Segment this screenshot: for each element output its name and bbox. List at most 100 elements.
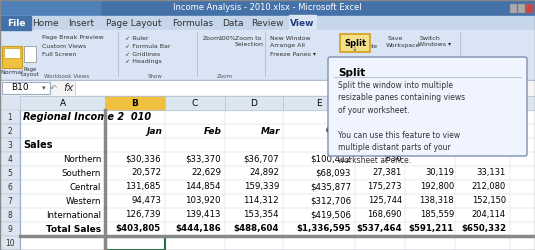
Text: Normal: Normal — [1, 70, 24, 74]
Bar — [4, 48, 20, 58]
Bar — [0, 96, 535, 110]
Text: $100,412: $100,412 — [310, 154, 351, 164]
Text: $30,336: $30,336 — [125, 154, 161, 164]
Bar — [0, 236, 20, 250]
Text: Qtr 1: Qtr 1 — [326, 126, 352, 136]
Bar — [0, 208, 20, 222]
Text: 152,150: 152,150 — [472, 196, 506, 205]
Text: 1: 1 — [7, 112, 12, 122]
Text: Window: Window — [379, 74, 401, 78]
Text: $444,186: $444,186 — [175, 224, 221, 234]
Text: $68,093: $68,093 — [316, 168, 351, 177]
Bar — [0, 194, 20, 208]
Text: Formulas: Formulas — [172, 18, 213, 28]
Text: Southern: Southern — [62, 168, 101, 177]
Text: $33,370: $33,370 — [185, 154, 221, 164]
FancyBboxPatch shape — [328, 57, 527, 156]
Text: 2: 2 — [7, 126, 12, 136]
Text: Home: Home — [33, 18, 59, 28]
Text: Jun: Jun — [475, 126, 491, 136]
Text: Data: Data — [221, 18, 243, 28]
Text: Jan: Jan — [146, 126, 162, 136]
Bar — [0, 180, 20, 194]
Text: 30,119: 30,119 — [425, 168, 454, 177]
Bar — [225, 96, 283, 110]
Text: 27,381: 27,381 — [373, 168, 402, 177]
Text: 22,629: 22,629 — [191, 168, 221, 177]
Text: Hide: Hide — [355, 36, 369, 41]
Text: $419,506: $419,506 — [310, 210, 351, 220]
Bar — [288, 15, 316, 30]
Text: $36,707: $36,707 — [243, 154, 279, 164]
Bar — [526, 4, 533, 13]
Text: Review: Review — [251, 18, 284, 28]
Bar — [0, 0, 100, 16]
Text: Split: Split — [344, 38, 366, 48]
Text: Zoom: Zoom — [217, 74, 233, 78]
Text: International: International — [46, 210, 101, 220]
Text: Zoom to: Zoom to — [235, 36, 262, 41]
Text: ✓ Gridlines: ✓ Gridlines — [125, 52, 160, 57]
Bar — [0, 96, 535, 250]
Text: 126,739: 126,739 — [126, 210, 161, 220]
Bar — [1, 16, 31, 30]
Text: $435,877: $435,877 — [310, 182, 351, 192]
Bar — [0, 80, 535, 96]
Bar — [76, 81, 526, 95]
Bar — [355, 96, 535, 110]
Text: 153,354: 153,354 — [243, 210, 279, 220]
Text: 10: 10 — [5, 238, 15, 248]
Text: 125,744: 125,744 — [368, 196, 402, 205]
Text: 114,312: 114,312 — [243, 196, 279, 205]
Text: Zoom: Zoom — [203, 36, 221, 41]
Bar — [0, 222, 20, 236]
Text: Sales: Sales — [23, 140, 52, 150]
Text: Arrange All: Arrange All — [270, 44, 305, 49]
Text: Full Screen: Full Screen — [42, 52, 77, 57]
Text: 131,685: 131,685 — [125, 182, 161, 192]
Text: Mar: Mar — [261, 126, 280, 136]
Text: 138,318: 138,318 — [419, 196, 454, 205]
Text: File: File — [6, 18, 25, 28]
Text: 212,080: 212,080 — [472, 182, 506, 192]
Text: Freeze Panes ▾: Freeze Panes ▾ — [270, 52, 316, 57]
Text: Selection: Selection — [235, 42, 264, 48]
Text: B10: B10 — [11, 84, 29, 92]
Text: ,856: ,856 — [384, 154, 402, 164]
Text: 4: 4 — [7, 154, 12, 164]
Bar — [0, 138, 20, 152]
Text: 175,273: 175,273 — [368, 182, 402, 192]
Text: Switch: Switch — [420, 36, 441, 41]
Text: Split: Split — [338, 68, 365, 78]
Text: $312,706: $312,706 — [310, 196, 351, 205]
Text: $488,604: $488,604 — [233, 224, 279, 234]
Text: ▾: ▾ — [42, 85, 46, 91]
Text: E: E — [316, 98, 322, 108]
Text: 100%: 100% — [218, 36, 235, 41]
Text: 24,892: 24,892 — [249, 168, 279, 177]
Text: 6: 6 — [7, 182, 12, 192]
Text: ✓ Headings: ✓ Headings — [125, 60, 162, 64]
Text: C: C — [192, 98, 198, 108]
Text: $650,332: $650,332 — [461, 224, 506, 234]
Bar — [0, 124, 20, 138]
Text: Split the window into multiple
resizable panes containing views
of your workshee: Split the window into multiple resizable… — [338, 81, 465, 165]
Bar — [0, 16, 535, 30]
Text: A: A — [59, 98, 66, 108]
Text: 144,854: 144,854 — [185, 182, 221, 192]
Text: 204,114: 204,114 — [472, 210, 506, 220]
Text: 3: 3 — [7, 140, 12, 149]
Text: D: D — [250, 98, 257, 108]
Text: 8: 8 — [7, 210, 12, 220]
Text: fx: fx — [63, 83, 73, 93]
Bar — [0, 0, 535, 16]
Text: Workbook Views: Workbook Views — [44, 74, 89, 78]
Text: 192,800: 192,800 — [420, 182, 454, 192]
Text: Workspace: Workspace — [386, 42, 421, 48]
Text: Insert: Insert — [68, 18, 94, 28]
Bar — [0, 110, 20, 124]
Bar — [105, 236, 164, 250]
Text: $1,336,595: $1,336,595 — [296, 224, 351, 234]
Text: Page Layout: Page Layout — [106, 18, 162, 28]
Text: 20,572: 20,572 — [131, 168, 161, 177]
